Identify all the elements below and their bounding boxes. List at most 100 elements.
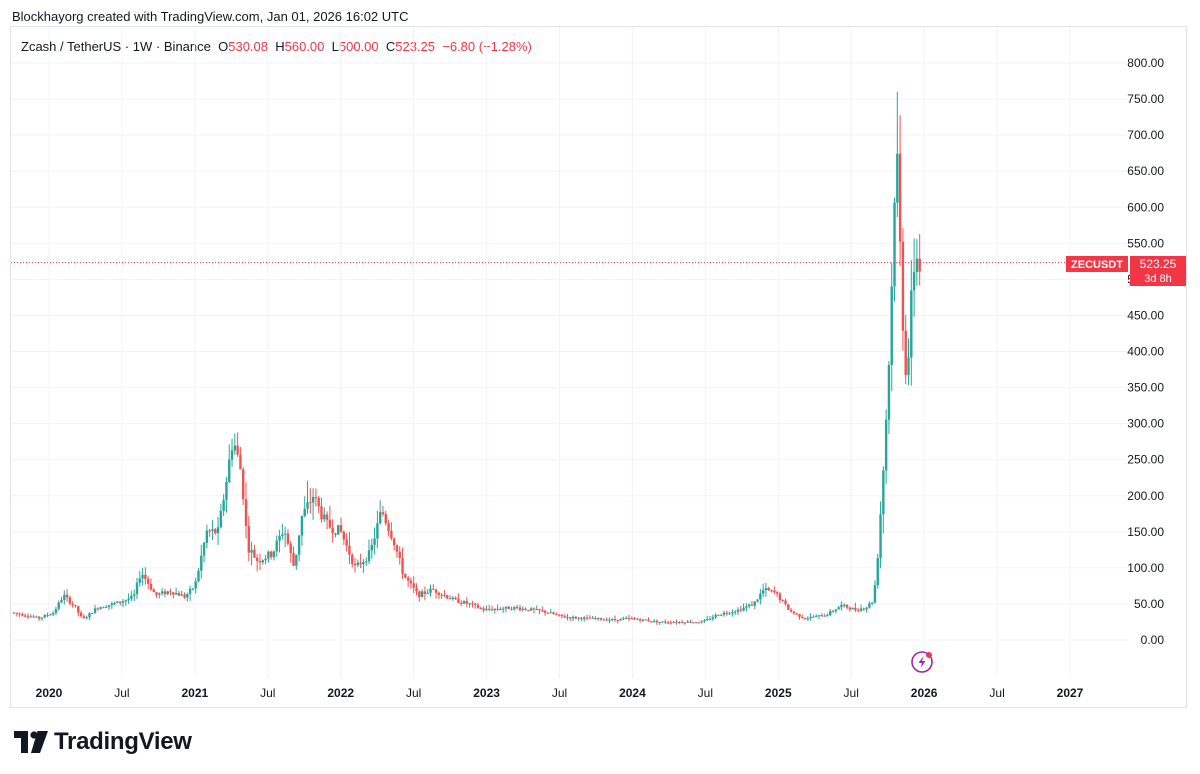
chart-credit: Blockhayorg created with TradingView.com… (12, 9, 409, 24)
candle-body (798, 614, 801, 617)
candle-body (826, 615, 829, 617)
candle-body (306, 502, 309, 509)
candle-body (398, 551, 401, 559)
candle-body (51, 612, 55, 615)
candle-body (627, 617, 631, 619)
candle-body (200, 555, 203, 571)
symbol-name[interactable]: Zcash / TetherUS (21, 39, 122, 54)
candle-body (736, 609, 740, 612)
chart-frame[interactable] (10, 26, 1187, 708)
candle-body (443, 594, 446, 596)
candle-body (686, 621, 689, 623)
candle-body (890, 286, 893, 365)
candle-body (759, 593, 762, 600)
candle-body (655, 620, 659, 623)
candle-body (775, 592, 779, 594)
candle-body (107, 605, 111, 607)
candle-body (482, 608, 485, 611)
candle-body (275, 540, 278, 552)
candle-body (577, 617, 580, 619)
exchange-label[interactable]: Binance (163, 39, 211, 54)
candle-body (820, 615, 824, 617)
candle-body (462, 601, 466, 604)
candle-body (440, 594, 443, 596)
candle-body (166, 591, 169, 595)
y-tick-label: 450.00 (1127, 308, 1164, 322)
candle-body (337, 525, 340, 535)
candle-body (515, 606, 519, 608)
candle-body (418, 591, 421, 598)
candle-body (415, 587, 418, 592)
interval-label[interactable]: 1W (132, 39, 153, 54)
candle-body (784, 600, 787, 605)
x-tick-label: 2026 (911, 686, 938, 700)
candle-body (812, 616, 815, 618)
candle-body (292, 552, 295, 566)
y-tick-label: 300.00 (1127, 417, 1164, 431)
candle-body (739, 609, 742, 611)
candle-body (619, 618, 622, 621)
candle-body (678, 621, 681, 623)
candle-body (353, 563, 357, 566)
candle-body (918, 258, 921, 272)
candle-body (242, 469, 245, 500)
candle-body (840, 604, 843, 608)
candle-body (448, 598, 452, 600)
candle-body (750, 604, 754, 606)
candle-body (18, 613, 21, 615)
candle-body (401, 558, 404, 574)
candle-body (202, 542, 206, 556)
candle-body (722, 612, 726, 615)
candle-body (250, 549, 253, 553)
candle-body (236, 445, 239, 455)
candle-body (356, 562, 360, 566)
y-tick-label: 550.00 (1127, 236, 1164, 250)
candle-body (247, 526, 251, 553)
candle-body (116, 601, 119, 604)
x-tick-label: 2024 (619, 686, 646, 700)
candle-body (507, 606, 510, 609)
candle-body (594, 617, 597, 619)
candle-body (376, 523, 379, 539)
candle-body (404, 573, 407, 578)
lightning-icon[interactable] (911, 651, 933, 673)
tradingview-logo[interactable]: TradingView (14, 728, 192, 756)
candle-body (652, 620, 656, 622)
candle-body (454, 597, 457, 600)
candle-body (169, 591, 172, 593)
candle-body (829, 611, 832, 616)
candle-body (588, 617, 592, 619)
x-tick-label: Jul (406, 686, 421, 700)
ticker-badge: ZECUSDT (1071, 259, 1123, 271)
candle-body (79, 612, 83, 617)
candle-body (778, 593, 782, 601)
y-tick-label: 100.00 (1127, 561, 1164, 575)
x-tick-label: 2021 (182, 686, 209, 700)
candle-body (197, 570, 200, 582)
candle-body (119, 601, 122, 603)
open-label: O (218, 39, 229, 54)
x-tick-label: Jul (114, 686, 129, 700)
candle-body (57, 602, 60, 610)
candle-body (146, 578, 150, 584)
candle-body (664, 621, 667, 623)
candle-body (365, 561, 368, 563)
candle-body (675, 622, 678, 624)
candle-body (583, 617, 586, 620)
candle-body (370, 544, 373, 551)
candle-body (856, 610, 860, 612)
candle-body (121, 601, 125, 603)
candle-body (767, 588, 770, 591)
candle-body (706, 618, 709, 621)
candle-body (216, 527, 220, 534)
candle-body (882, 470, 885, 515)
candle-body (205, 530, 209, 543)
candle-body (40, 617, 44, 619)
candle-body (910, 290, 913, 358)
candle-body (219, 510, 223, 528)
candle-body (426, 592, 429, 594)
symbol-legend: Zcash / TetherUS · 1W · Binance O530.08 … (21, 39, 532, 54)
candle-body (412, 583, 415, 588)
candle-body (244, 499, 248, 527)
